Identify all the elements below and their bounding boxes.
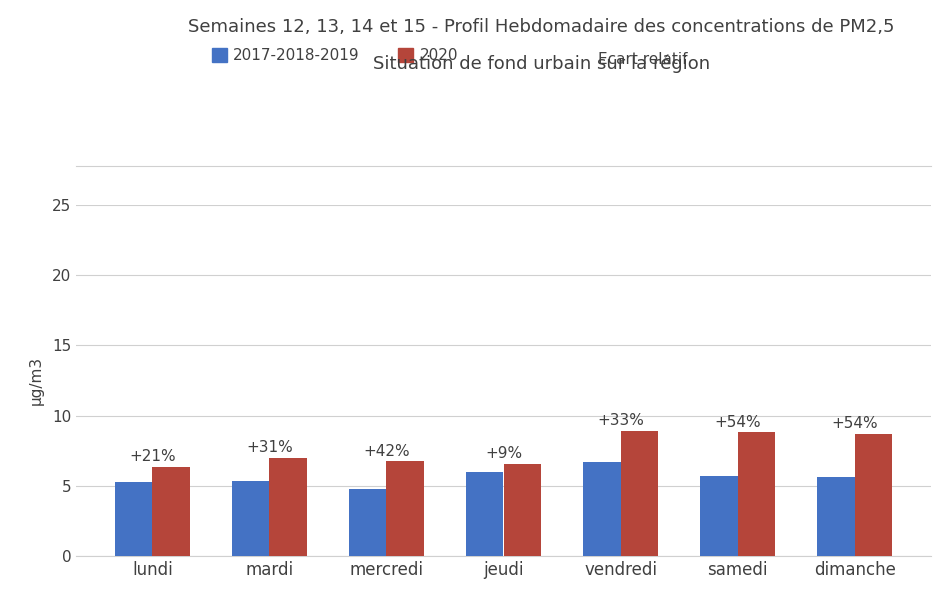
Text: +31%: +31%	[246, 440, 293, 455]
Bar	[504, 464, 541, 556]
Bar	[349, 489, 387, 556]
Bar	[152, 467, 190, 556]
Text: +9%: +9%	[484, 446, 522, 461]
Text: Ecart relatif: Ecart relatif	[598, 53, 687, 68]
Text: +21%: +21%	[129, 449, 176, 464]
Text: +54%: +54%	[831, 416, 878, 431]
Bar	[387, 461, 424, 556]
Bar	[817, 477, 855, 556]
Y-axis label: µg/m3: µg/m3	[28, 356, 44, 405]
Text: +33%: +33%	[598, 414, 644, 428]
Bar	[466, 472, 504, 556]
Text: Situation de fond urbain sur la région: Situation de fond urbain sur la région	[373, 54, 710, 73]
Bar	[583, 462, 620, 556]
Bar	[855, 434, 892, 556]
Bar	[115, 482, 152, 556]
Text: +42%: +42%	[363, 443, 409, 458]
Text: +54%: +54%	[714, 415, 761, 430]
Bar	[270, 458, 307, 556]
Bar	[232, 481, 270, 556]
Text: Semaines 12, 13, 14 et 15 - Profil Hebdomadaire des concentrations de PM2,5: Semaines 12, 13, 14 et 15 - Profil Hebdo…	[188, 18, 895, 36]
Legend: 2017-2018-2019, 2020: 2017-2018-2019, 2020	[212, 48, 458, 63]
Bar	[700, 476, 737, 556]
Bar	[737, 432, 775, 556]
Bar	[620, 431, 658, 556]
